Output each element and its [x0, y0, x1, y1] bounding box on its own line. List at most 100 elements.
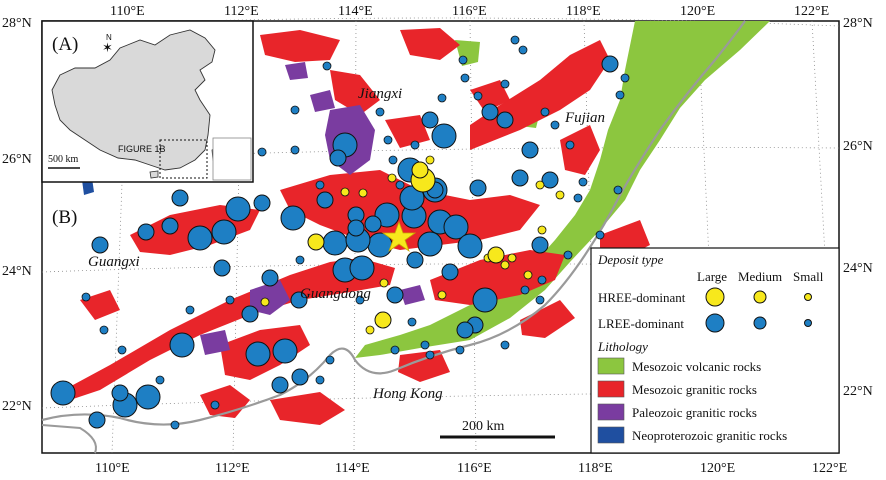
- lree-deposit-marker: [225, 295, 235, 305]
- lon-tick-bottom-122: 122°E: [812, 461, 847, 476]
- hree-deposit-marker: [437, 290, 447, 300]
- inset-hainan: [149, 170, 159, 179]
- lree-deposit-marker: [374, 202, 400, 228]
- region-label-fujian: Fujian: [564, 110, 605, 126]
- lree-deposit-marker: [437, 93, 447, 103]
- legend-hree-label: HREE-dominant: [598, 290, 686, 305]
- legend-size-medium: Medium: [738, 269, 782, 284]
- lon-tick-bottom-118: 118°E: [578, 461, 613, 476]
- region-label-jiangxi: Jiangxi: [358, 86, 402, 102]
- coastline-west: [41, 424, 97, 454]
- legend-hree-medium: [753, 290, 767, 304]
- lree-deposit-marker: [171, 189, 189, 207]
- hree-deposit-marker: [555, 190, 565, 200]
- lree-deposit-marker: [511, 169, 529, 187]
- lree-deposit-marker: [521, 141, 539, 159]
- lree-deposit-marker: [518, 45, 528, 55]
- panel-label-b: (B): [52, 207, 77, 228]
- hree-deposit-marker: [425, 155, 435, 165]
- lree-deposit-marker: [169, 332, 195, 358]
- lree-deposit-marker: [91, 236, 109, 254]
- lree-deposit-marker: [225, 196, 251, 222]
- lree-deposit-marker: [510, 35, 520, 45]
- lon-tick-bottom-116: 116°E: [457, 461, 492, 476]
- lon-tick-bottom-114: 114°E: [335, 461, 370, 476]
- inset-panel-label: (A): [52, 34, 78, 55]
- lree-deposit-marker: [410, 140, 420, 150]
- scale-bar-label: 200 km: [462, 419, 505, 434]
- legend-hree-large: [705, 287, 725, 307]
- hree-deposit-marker: [365, 325, 375, 335]
- lree-deposit-marker: [347, 219, 365, 237]
- lree-deposit-marker: [469, 179, 487, 197]
- lree-deposit-marker: [117, 345, 127, 355]
- inset-north-label: N: [106, 33, 112, 42]
- hree-deposit-marker: [507, 253, 517, 263]
- lat-tick-right-28: 28°N: [843, 16, 873, 31]
- lree-deposit-marker: [187, 225, 213, 251]
- lree-deposit-marker: [315, 375, 325, 385]
- lree-deposit-marker: [541, 171, 559, 189]
- lree-deposit-marker: [500, 79, 510, 89]
- lat-tick-left-26: 26°N: [2, 152, 32, 167]
- lon-tick-top-112: 112°E: [224, 4, 259, 19]
- inset-scs-box: [212, 137, 252, 181]
- lree-deposit-marker: [290, 145, 300, 155]
- hree-deposit-marker: [535, 180, 545, 190]
- lree-deposit-marker: [420, 340, 430, 350]
- hree-deposit-marker: [523, 270, 533, 280]
- region-label-hongkong: Hong Kong: [372, 386, 443, 402]
- lree-deposit-marker: [383, 135, 393, 145]
- lree-deposit-marker: [443, 214, 469, 240]
- inset-compass-icon: ✶: [102, 41, 113, 56]
- lree-deposit-marker: [245, 341, 271, 367]
- lree-deposit-marker: [290, 291, 308, 309]
- lat-tick-left-22: 22°N: [2, 399, 32, 414]
- hree-deposit-marker: [411, 161, 429, 179]
- lree-deposit-marker: [406, 251, 424, 269]
- lree-deposit-marker: [241, 305, 259, 323]
- lree-deposit-marker: [137, 223, 155, 241]
- lree-deposit-marker: [295, 255, 305, 265]
- lree-deposit-marker: [399, 185, 425, 211]
- lree-deposit-marker: [290, 105, 300, 115]
- lree-deposit-marker: [210, 400, 220, 410]
- legend-label-neoproterozoic-granite: Neoproterozoic granitic rocks: [632, 428, 787, 443]
- lree-deposit-marker: [261, 269, 279, 287]
- lree-deposit-marker: [550, 120, 560, 130]
- legend-lree-large: [705, 313, 725, 333]
- lree-deposit-marker: [417, 231, 443, 257]
- lree-deposit-marker: [421, 111, 439, 129]
- lree-deposit-marker: [322, 61, 332, 71]
- lree-deposit-marker: [425, 350, 435, 360]
- legend: Deposit type Large Medium Small HREE-dom…: [590, 247, 840, 454]
- hree-deposit-marker: [537, 225, 547, 235]
- lree-deposit-marker: [496, 111, 514, 129]
- lree-deposit-marker: [500, 340, 510, 350]
- lree-deposit-marker: [537, 275, 547, 285]
- inset-figure-label: FIGURE 1B: [118, 144, 166, 154]
- hree-deposit-marker: [387, 173, 397, 183]
- lree-deposit-marker: [349, 255, 375, 281]
- lree-deposit-marker: [81, 292, 91, 302]
- lree-deposit-marker: [601, 55, 619, 73]
- lree-deposit-marker: [325, 355, 335, 365]
- lree-deposit-marker: [481, 103, 499, 121]
- lree-deposit-marker: [135, 384, 161, 410]
- legend-lree-small: [804, 319, 812, 327]
- lree-deposit-marker: [456, 321, 474, 339]
- legend-deposit-title: Deposit type: [597, 252, 664, 267]
- legend-size-small: Small: [793, 269, 824, 284]
- lree-deposit-marker: [50, 380, 76, 406]
- legend-label-paleozoic-granite: Paleozoic granitic rocks: [632, 405, 757, 420]
- hree-deposit-marker: [307, 233, 325, 251]
- lon-tick-top-114: 114°E: [338, 4, 373, 19]
- lon-tick-bottom-120: 120°E: [700, 461, 735, 476]
- lree-deposit-marker: [386, 286, 404, 304]
- lree-deposit-marker: [455, 345, 465, 355]
- scale-bar: 200 km: [440, 419, 555, 439]
- lree-deposit-marker: [185, 305, 195, 315]
- lree-deposit-marker: [441, 263, 459, 281]
- lat-tick-right-22: 22°N: [843, 384, 873, 399]
- lon-tick-bottom-112: 112°E: [215, 461, 250, 476]
